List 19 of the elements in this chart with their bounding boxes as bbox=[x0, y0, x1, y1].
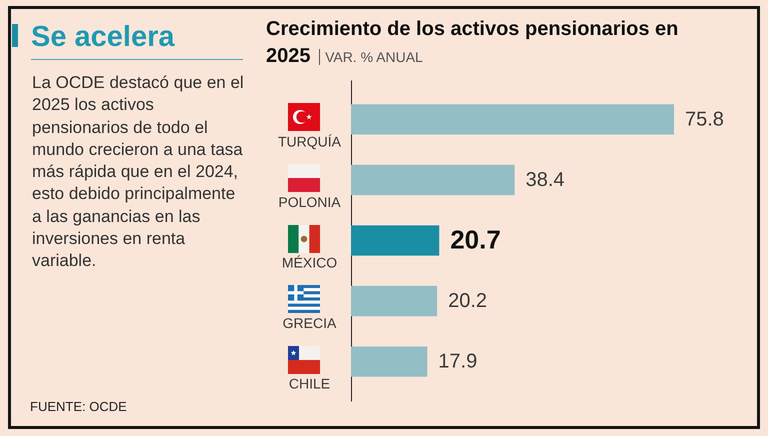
bar bbox=[351, 286, 438, 316]
y-tick-label: CHILE bbox=[288, 376, 330, 392]
data-label: 17.9 bbox=[438, 350, 478, 373]
y-tick-label: MÉXICO bbox=[282, 254, 338, 270]
bar bbox=[351, 225, 440, 256]
y-tick-label: GRECIA bbox=[282, 315, 337, 332]
data-label: 20.2 bbox=[448, 290, 488, 312]
chart-subtitle: VAR. % ANUAL bbox=[319, 49, 423, 65]
bar bbox=[351, 346, 428, 377]
y-tick-label: POLONIA bbox=[278, 194, 342, 210]
data-label: 38.4 bbox=[526, 168, 565, 191]
text: Se acelera bbox=[31, 20, 175, 54]
text: La OCDE destacó que en el 2025 los activos pensionarios de todo el mundo crecieron a una tasa más rápida que en el 2024, esto debido principalmente a las ganancias en las inversiones en renta variable. bbox=[32, 73, 244, 270]
bar bbox=[351, 164, 515, 196]
y-tick-label: TURQUÍA bbox=[278, 133, 342, 150]
data-label: 20.7 bbox=[450, 224, 501, 254]
source-note: FUENTE: OCDE bbox=[30, 399, 127, 414]
data-label: 75.8 bbox=[685, 108, 724, 130]
bar bbox=[351, 104, 674, 135]
